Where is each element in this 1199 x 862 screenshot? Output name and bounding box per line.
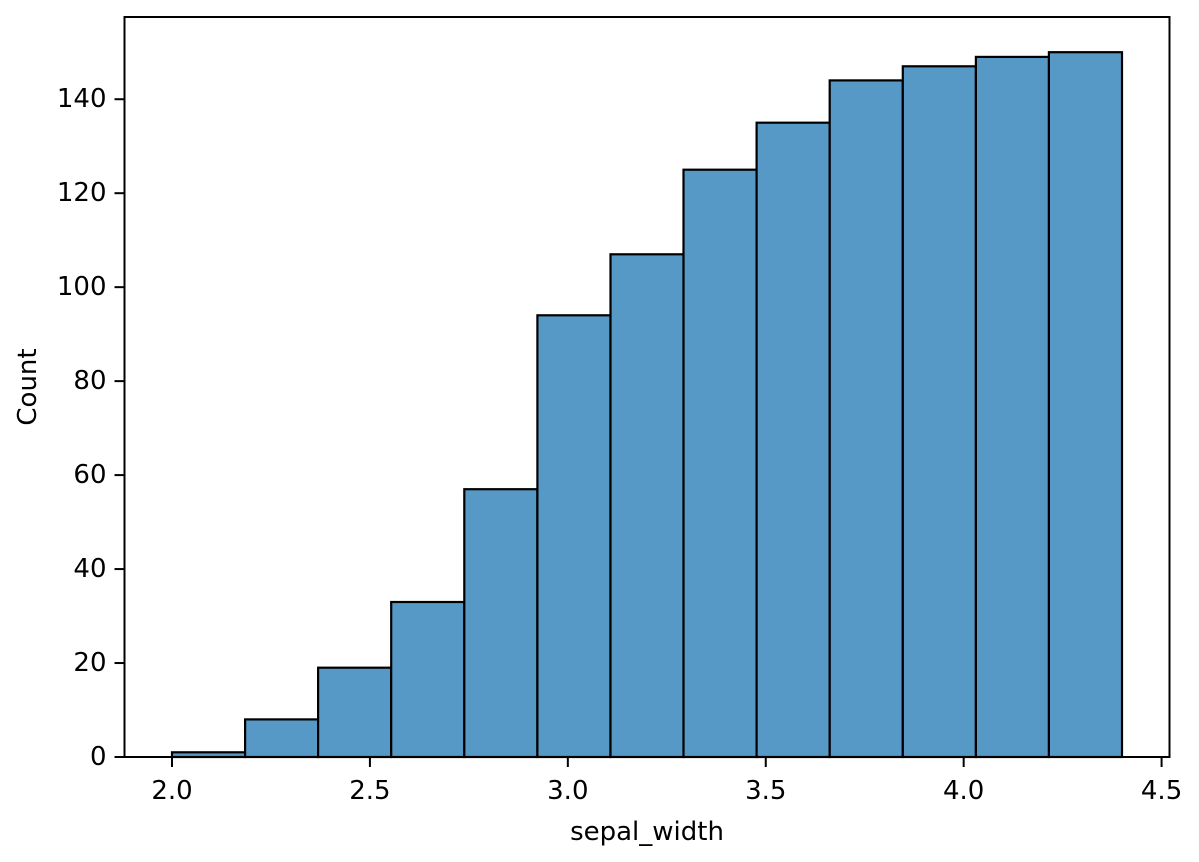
- y-axis: 0 20 40 60 80 100 120 140: [57, 84, 124, 772]
- x-axis: 2.0 2.5 3.0 3.5 4.0 4.5: [151, 758, 1182, 806]
- x-axis-label: sepal_width: [570, 817, 724, 847]
- y-tick-label: 0: [90, 742, 107, 772]
- histogram-bar: [1047, 51, 1124, 759]
- x-tick-label: 3.5: [745, 776, 786, 806]
- histogram-bar: [244, 718, 320, 759]
- x-tick-label: 2.0: [151, 776, 192, 806]
- y-tick-label: 80: [73, 366, 106, 396]
- histogram-bar: [682, 168, 758, 759]
- y-tick-label: 120: [57, 178, 107, 208]
- histogram-bar: [828, 79, 904, 759]
- y-tick-label: 40: [73, 554, 106, 584]
- y-tick-label: 140: [57, 84, 107, 114]
- y-tick-label: 60: [73, 460, 106, 490]
- y-tick-label: 100: [57, 272, 107, 302]
- histogram-bar: [901, 65, 977, 759]
- histogram-bar: [317, 666, 393, 759]
- x-tick-label: 3.0: [547, 776, 588, 806]
- histogram-bar: [463, 488, 539, 759]
- histogram-bar: [974, 55, 1051, 759]
- histogram-bar: [609, 253, 685, 759]
- bars-group: [170, 51, 1124, 759]
- x-tick-label: 4.5: [1141, 776, 1182, 806]
- histogram-bar: [755, 121, 831, 759]
- x-tick-label: 4.0: [943, 776, 984, 806]
- plot-area-border: [123, 16, 1171, 758]
- y-axis-label: Count: [13, 348, 43, 425]
- histogram-bar: [390, 600, 466, 759]
- histogram-bar: [536, 314, 612, 759]
- x-tick-label: 2.5: [349, 776, 390, 806]
- y-tick-label: 20: [73, 648, 106, 678]
